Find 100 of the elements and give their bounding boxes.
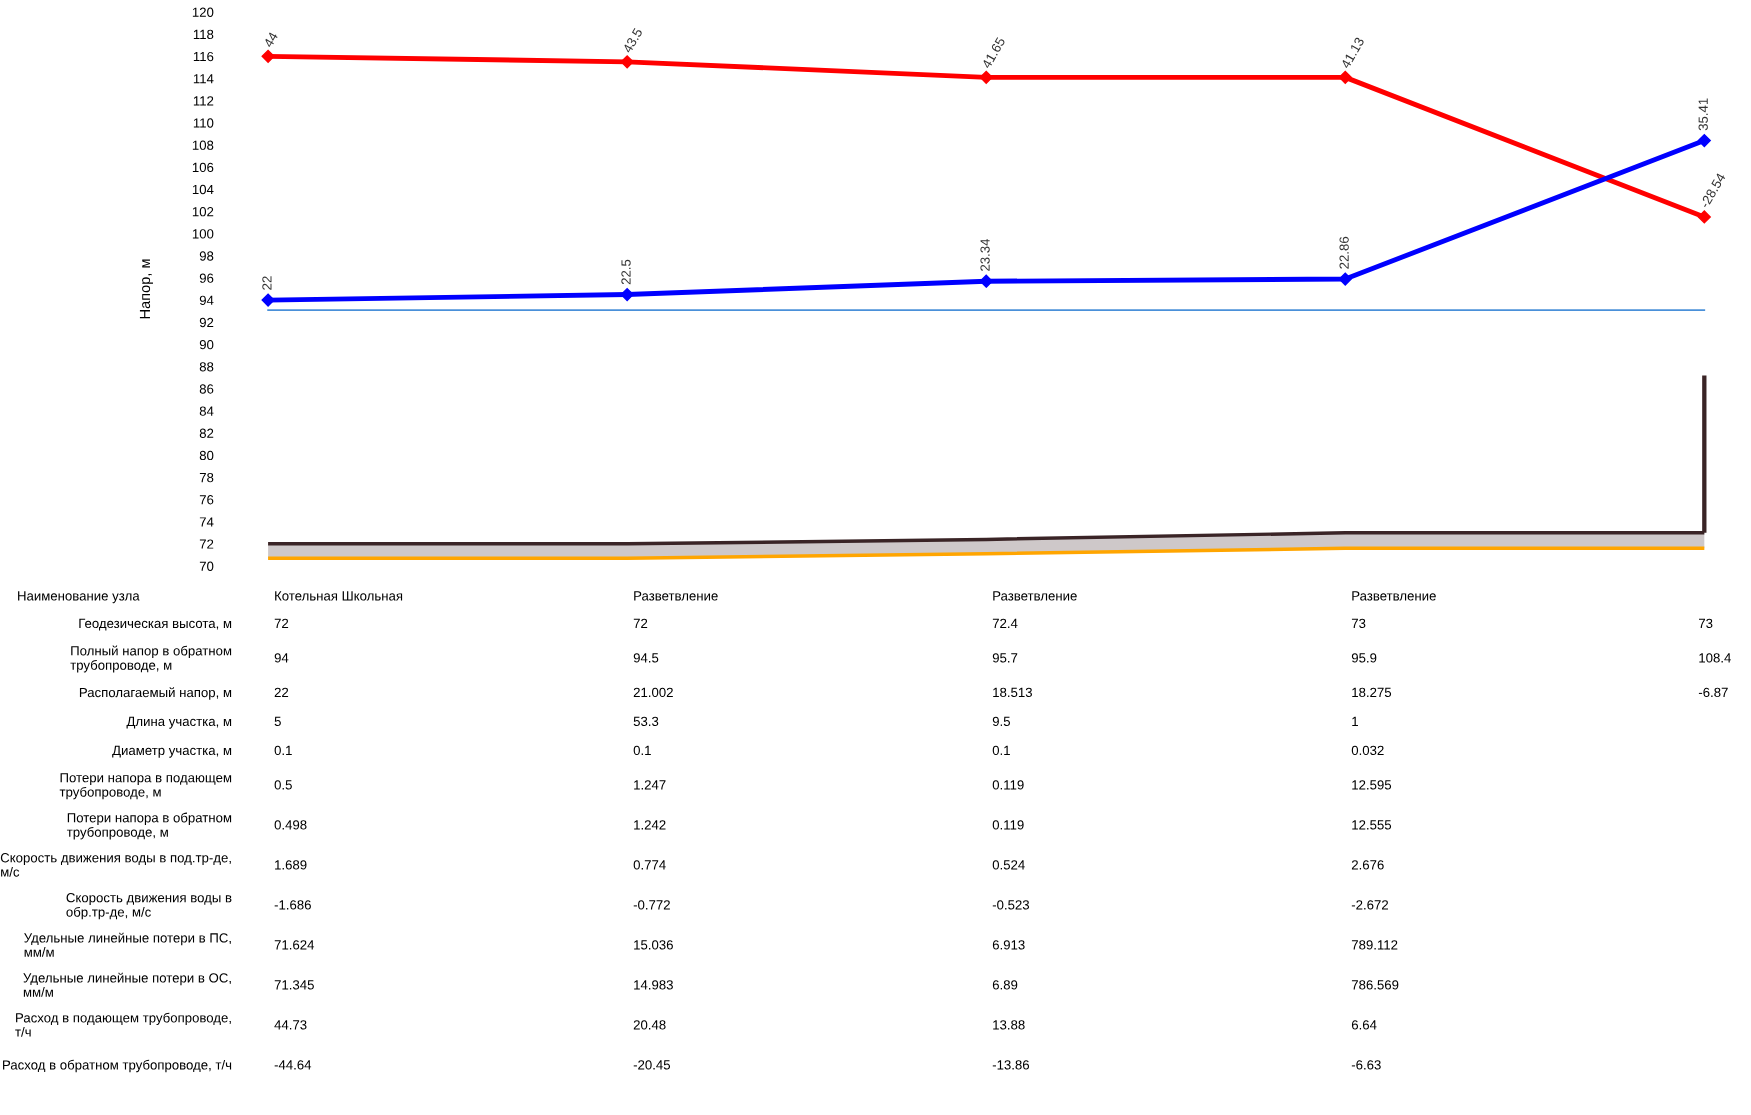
- y-tick-label: 86: [199, 384, 214, 394]
- point: [261, 49, 275, 63]
- data-label: 72.4: [992, 618, 1018, 628]
- y-tick-label: 110: [193, 118, 214, 128]
- data-label: 0.1: [992, 745, 1010, 756]
- data-label: -44.64: [274, 1060, 312, 1070]
- y-tick-label: 94: [199, 295, 214, 305]
- y-tick-label: 108: [192, 140, 214, 150]
- data-label: -13.86: [992, 1060, 1030, 1070]
- x-axis-title: Наименование узла: [18, 591, 140, 604]
- data-label: 0.1: [274, 745, 292, 756]
- point: [979, 274, 993, 288]
- data-label: 0.524: [992, 860, 1025, 870]
- x-tick-label: Разветвление: [634, 591, 718, 601]
- y-tick-label: Располагаемый напор, м: [79, 687, 232, 700]
- data-label: -0.772: [633, 900, 670, 910]
- data-label: 1.689: [275, 860, 307, 870]
- y-tick-label: 80: [199, 450, 214, 461]
- data-label: 15.036: [634, 940, 673, 950]
- data-label: 20.48: [633, 1020, 666, 1030]
- y-tick-label: 72: [199, 539, 214, 549]
- y-tick-label: 120: [192, 7, 214, 17]
- data-label: 786.569: [1351, 980, 1399, 990]
- data-label: 0.032: [1351, 745, 1384, 756]
- data-label: -0.523: [992, 900, 1030, 910]
- y-tick-label: Удельные линейные потери в ПС, мм/м: [24, 932, 231, 957]
- data-label: 0.119: [992, 780, 1024, 790]
- y-tick-label: 88: [199, 362, 214, 372]
- data-label: 44.73: [274, 1020, 307, 1030]
- y-tick-label: 116: [193, 51, 214, 62]
- y-tick-label: Потери напора в подающем трубопроводе, м: [59, 773, 232, 800]
- y-tick-label: 112: [193, 96, 214, 106]
- x-tick-label: Котельная Школьная: [275, 591, 403, 601]
- data-label: 0.1: [633, 745, 651, 756]
- y-tick-label: 106: [192, 162, 214, 173]
- data-label: 94: [274, 653, 289, 663]
- point: [979, 70, 993, 84]
- y-tick-label: 92: [199, 317, 214, 328]
- point: [1697, 133, 1711, 148]
- y-tick-label: 84: [199, 406, 214, 416]
- data-label: 9.5: [992, 716, 1010, 727]
- data-label: 108.4: [1699, 653, 1731, 663]
- x-tick-label: Разветвление: [993, 591, 1077, 601]
- data-label: 0.774: [633, 860, 666, 870]
- y-tick-label: 96: [199, 273, 214, 283]
- y-tick-label: Скорость движения воды в под.тр-де, м/с: [0, 853, 231, 877]
- data-label: 13.88: [993, 1020, 1025, 1030]
- data-label: 18.513: [993, 687, 1032, 698]
- data-label: 53.3: [633, 716, 659, 727]
- y-tick-label: Потери напора в обратном трубопроводе, м: [66, 812, 232, 840]
- data-label: 5: [274, 716, 281, 727]
- y-tick-label: 90: [199, 339, 214, 350]
- data-label: 71.624: [274, 940, 315, 950]
- data-label: -20.45: [633, 1060, 670, 1070]
- data-label: 14.983: [634, 980, 673, 990]
- data-label: 71.345: [274, 980, 314, 990]
- y-tick-label: Скорость движения воды в обр.тр-де, м/с: [66, 893, 232, 920]
- annotation: 22.5: [621, 259, 631, 285]
- data-label: 789.112: [1351, 940, 1398, 950]
- y-tick-label: Длина участка, м: [126, 716, 232, 729]
- annotation: 22: [262, 276, 272, 290]
- data-label: 1: [1352, 716, 1358, 726]
- data-label: -2.672: [1351, 900, 1389, 910]
- annotation: 22.86: [1339, 236, 1349, 269]
- data-label: 2.676: [1351, 860, 1384, 870]
- x-tick-label: Разветвление: [1352, 591, 1436, 601]
- data-label: 6.913: [992, 940, 1025, 950]
- data-label: 95.9: [1351, 653, 1377, 663]
- data-label: 0.5: [274, 780, 292, 790]
- y-tick-label: 118: [193, 29, 214, 40]
- y-tick-label: Полный напор в обратном трубопроводе, м: [70, 645, 232, 673]
- data-label: 94.5: [633, 653, 659, 663]
- data-label: 21.002: [633, 687, 673, 698]
- data-label: 73: [1351, 618, 1366, 629]
- point: [261, 293, 275, 307]
- point: [1697, 210, 1711, 224]
- y-tick-label: 98: [199, 251, 214, 261]
- data-label: 95.7: [992, 653, 1018, 663]
- y-tick-label: Удельные линейные потери в ОС, мм/м: [23, 972, 231, 997]
- data-label: 1.242: [634, 820, 666, 830]
- data-label: 22: [274, 687, 289, 697]
- point: [620, 55, 634, 69]
- y-tick-label: 70: [199, 561, 214, 571]
- annotation: 44: [263, 31, 279, 49]
- data-label: 1.247: [634, 780, 666, 790]
- y-tick-label: Расход в обратном трубопроводе, т/ч: [3, 1059, 232, 1073]
- y-tick-label: Геодезическая высота, м: [79, 618, 232, 631]
- data-label: 6.89: [992, 980, 1018, 990]
- data-label: -1.686: [274, 900, 311, 910]
- data-label: 0.119: [992, 820, 1024, 830]
- annotation: 35.41: [1698, 98, 1708, 131]
- data-label: 73: [1699, 618, 1713, 629]
- y-tick-label: 82: [199, 428, 214, 438]
- point: [620, 287, 634, 302]
- y-tick-label: 74: [199, 517, 214, 527]
- data-label: 72: [274, 618, 289, 628]
- y-tick-label: 114: [193, 74, 214, 84]
- data-label: -6.87: [1698, 687, 1728, 698]
- data-label: 0.498: [274, 820, 307, 830]
- data-label: 6.64: [1351, 1020, 1377, 1030]
